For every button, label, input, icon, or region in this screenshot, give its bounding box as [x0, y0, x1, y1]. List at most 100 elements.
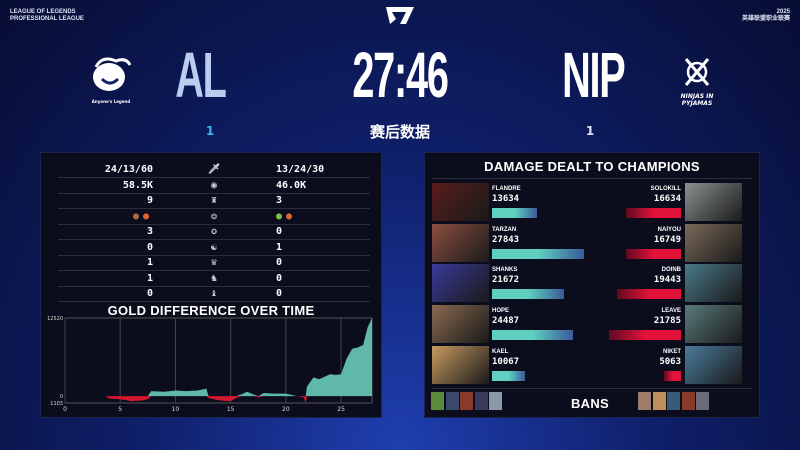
banned-champion-icon [474, 392, 488, 410]
banned-champion-icon [445, 392, 459, 410]
stat-row: 0 ☯ 1 [58, 241, 370, 256]
league-title: LEAGUE OF LEGENDS PROFESSIONAL LEAGUE [10, 9, 84, 22]
banned-champion-icon [696, 392, 709, 410]
gold-lead-area [65, 318, 372, 397]
game-timer: 27:46 [352, 39, 449, 111]
gold-deficit-area [65, 396, 372, 403]
banned-champion-icon [489, 392, 502, 410]
left-stat-value: 1 [146, 272, 153, 284]
x-tick-label: 10 [172, 406, 180, 413]
right-stat-value: 0 [276, 272, 283, 284]
banned-champion-icon [652, 392, 666, 410]
right-stat-value: 1 [276, 241, 283, 253]
right-stat-value: 0 [276, 257, 283, 268]
right-stat-value: 46.0K [276, 179, 307, 191]
damage-value: 21785 [653, 316, 681, 327]
champion-portrait [685, 223, 742, 262]
team-right-abbr: NIP [562, 39, 626, 111]
left-stat-value: 9 [146, 195, 153, 206]
damage-value: 10067 [492, 356, 520, 367]
damage-value: 27843 [492, 234, 520, 245]
banned-champion-icon [638, 392, 651, 410]
champion-portrait [685, 183, 742, 221]
drake-icon: ● [276, 210, 283, 222]
banned-champion-icon [667, 392, 680, 410]
x-tick-label: 0 [63, 406, 67, 413]
damage-value: 19443 [653, 275, 681, 286]
player-name: FLANDRE [492, 186, 521, 192]
elder-icon: ♝ [210, 288, 218, 299]
right-stat-value: 0 [276, 288, 283, 299]
damage-bar [492, 248, 584, 259]
damage-value: 21672 [492, 275, 520, 286]
damage-bar [609, 330, 681, 341]
player-name: TARZAN [492, 226, 517, 233]
champion-portrait [685, 345, 742, 384]
gold-chart-title: GOLD DIFFERENCE OVER TIME [107, 303, 315, 318]
stat-row: 0 ♝ 0 [58, 287, 370, 302]
divider [432, 178, 752, 179]
stat-row: 9 ♜ 3 [58, 194, 370, 209]
stat-row: 58.5K ◉ 46.0K [58, 179, 370, 194]
baron-icon: ♞ [210, 272, 218, 284]
left-stat-value: 0 [146, 241, 153, 253]
damage-bar [626, 208, 681, 218]
damage-value: 16634 [653, 194, 681, 204]
player-name: SHANKS [492, 267, 518, 274]
champion-portrait [432, 305, 489, 344]
damage-value: 5063 [659, 356, 681, 367]
champion-portrait [685, 264, 742, 303]
team-left-abbr: AL [175, 39, 227, 111]
stat-row: 3 ✪ 0 [58, 225, 370, 240]
divider [432, 388, 752, 389]
right-stat-value: 3 [276, 195, 283, 206]
player-name: DOINB [661, 267, 681, 274]
y-tick-label: 12520 [47, 316, 63, 322]
stat-row: 1 ♛ 0 [58, 256, 370, 271]
damage-bar [625, 248, 681, 259]
damage-bar [616, 289, 681, 300]
champion-portrait [432, 223, 489, 262]
page-subtitle: 赛后数据 [369, 123, 430, 141]
player-name: NAIYOU [657, 226, 681, 233]
damage-bar [492, 289, 564, 300]
dragon-icon: ❂ [210, 210, 218, 222]
gold-icon: ◉ [210, 179, 218, 191]
atakhan-icon: ♛ [210, 257, 218, 268]
stats-panel [40, 152, 382, 418]
left-dragons: ● ● [133, 211, 153, 222]
player-name: HOPE [492, 308, 510, 315]
damage-bar [664, 370, 681, 381]
champion-portrait [432, 264, 489, 303]
voidgrub-icon: ✪ [210, 226, 218, 237]
champion-portrait [432, 345, 489, 384]
al-logo: Anyone's Legend [82, 55, 140, 105]
y-tick-label: 0 [60, 394, 63, 400]
damage-value: 24487 [492, 316, 520, 327]
y-tick-label: 1103 [50, 401, 63, 407]
sword-icon: 🗡 [207, 164, 221, 175]
damage-value: 13634 [492, 194, 520, 204]
x-tick-label: 15 [227, 406, 235, 413]
stat-row: 24/13/60 🗡 13/24/30 [58, 163, 370, 178]
team-right-wins: 1 [585, 124, 595, 138]
stat-row: 1 ♞ 0 [58, 272, 370, 287]
stat-row: ● ● ❂ ● ● [58, 210, 370, 225]
left-stat-value: 24/13/60 [104, 164, 153, 175]
drake-icon: ● [286, 210, 293, 222]
banned-champion-icon [681, 392, 695, 410]
x-tick-label: 5 [118, 406, 122, 413]
champion-portrait [685, 305, 742, 344]
team-left-wins: 1 [205, 124, 215, 138]
left-stat-value: 1 [146, 257, 153, 268]
drake-icon: ● [132, 210, 139, 222]
damage-value: 16749 [653, 234, 681, 245]
league-year: 2025 英雄联盟职业联赛 [741, 9, 790, 22]
player-name: LEAVE [661, 308, 681, 315]
player-name: KAEL [492, 348, 509, 355]
right-stat-value: 13/24/30 [276, 164, 325, 175]
tower-icon: ♜ [210, 195, 218, 206]
damage-bar [492, 370, 526, 381]
player-name: SOLOKILL [650, 186, 681, 192]
